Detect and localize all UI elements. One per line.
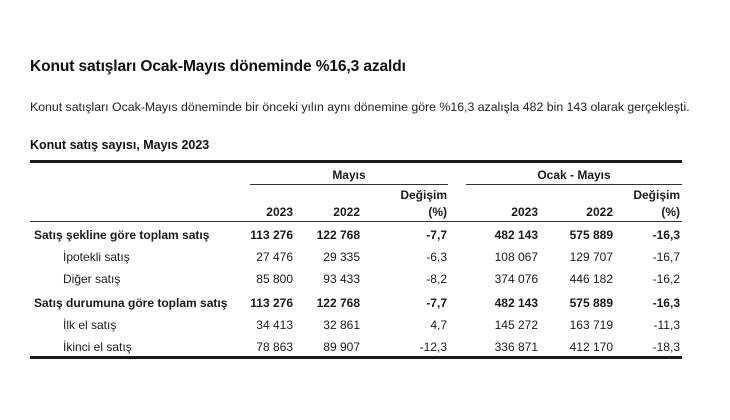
row-label: Diğer satış [63, 272, 121, 286]
cell-ytd-2023: 336 871 [494, 340, 538, 354]
cell-may-2023: 78 863 [256, 340, 293, 354]
cell-ytd-2023: 374 076 [494, 272, 538, 286]
table-top-rule [30, 160, 682, 163]
col-header-may-change-2: (%) [428, 205, 447, 219]
cell-may-2023: 113 276 [250, 296, 293, 310]
col-header-ytd-2022: 2022 [586, 205, 613, 219]
cell-may-change: 4,7 [430, 318, 447, 332]
cell-ytd-change: -16,3 [652, 228, 680, 242]
row-label: Satış şekline göre toplam satış [34, 228, 210, 242]
col-header-ytd-change-2: (%) [661, 205, 680, 219]
cell-may-2023: 85 800 [256, 272, 293, 286]
col-header-may-2022: 2022 [333, 205, 360, 219]
cell-ytd-2022: 412 170 [569, 340, 613, 354]
cell-may-2023: 27 476 [256, 250, 293, 264]
cell-may-2022: 89 907 [323, 340, 360, 354]
group-rule-ytd [466, 184, 682, 185]
cell-may-2023: 113 276 [250, 228, 293, 242]
col-header-may-change-1: Değişim [400, 188, 447, 202]
cell-may-2023: 34 413 [256, 318, 293, 332]
cell-ytd-2022: 575 889 [569, 228, 613, 242]
cell-ytd-2022: 446 182 [569, 272, 613, 286]
cell-may-2022: 122 768 [316, 228, 360, 242]
cell-ytd-change: -11,3 [653, 318, 680, 332]
group-rule-may [250, 184, 448, 185]
group-header-ytd: Ocak - Mayıs [537, 168, 611, 182]
cell-ytd-2022: 129 707 [569, 250, 613, 264]
header-bottom-rule [30, 221, 682, 222]
col-header-ytd-change-1: Değişim [633, 188, 680, 202]
cell-may-2022: 29 335 [323, 250, 360, 264]
group-header-may: Mayıs [332, 168, 366, 182]
cell-ytd-2022: 163 719 [569, 318, 613, 332]
cell-may-change: -7,7 [426, 228, 447, 242]
row-label: İpotekli satış [63, 250, 130, 264]
summary-text: Konut satışları Ocak-Mayıs döneminde bir… [30, 100, 690, 114]
table-bottom-rule [30, 356, 682, 359]
cell-ytd-change: -16,3 [652, 296, 680, 310]
cell-may-change: -8,2 [426, 272, 447, 286]
cell-may-2022: 122 768 [316, 296, 360, 310]
cell-may-change: -7,7 [426, 296, 447, 310]
cell-ytd-2023: 482 143 [494, 296, 538, 310]
cell-ytd-2023: 482 143 [494, 228, 538, 242]
cell-may-change: -6,3 [426, 250, 447, 264]
cell-ytd-change: -16,7 [652, 250, 680, 264]
cell-may-2022: 32 861 [323, 318, 360, 332]
row-label: İkinci el satış [63, 340, 132, 354]
row-label: İlk el satış [63, 318, 117, 332]
cell-may-change: -12,3 [419, 340, 447, 354]
cell-ytd-2022: 575 889 [569, 296, 613, 310]
cell-ytd-2023: 108 067 [494, 250, 538, 264]
cell-ytd-2023: 145 272 [494, 318, 538, 332]
cell-may-2022: 93 433 [323, 272, 360, 286]
cell-ytd-change: -18,3 [652, 340, 680, 354]
col-header-may-2023: 2023 [266, 205, 293, 219]
table-title: Konut satış sayısı, Mayıs 2023 [30, 138, 210, 152]
col-header-ytd-2023: 2023 [511, 205, 538, 219]
row-label: Satış durumuna göre toplam satış [34, 296, 228, 310]
cell-ytd-change: -16,2 [652, 272, 680, 286]
headline: Konut satışları Ocak-Mayıs döneminde %16… [30, 58, 406, 75]
